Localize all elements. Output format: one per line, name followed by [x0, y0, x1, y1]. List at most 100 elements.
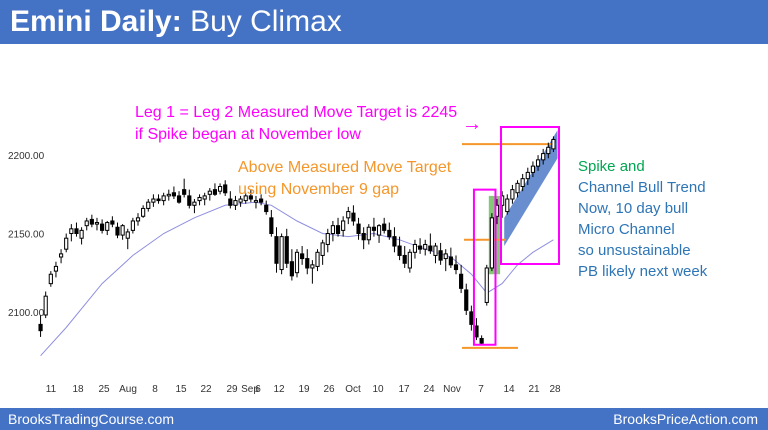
candle-bull: [510, 189, 515, 200]
candle-bear: [259, 198, 264, 203]
candle-bear: [392, 236, 397, 247]
y-tick-label: 2150.00: [8, 230, 45, 241]
footer-bar: BrooksTradingCourse.com BrooksPriceActio…: [0, 408, 768, 430]
candle-bull: [530, 165, 536, 173]
footer-left-link[interactable]: BrooksTradingCourse.com: [8, 411, 174, 427]
measured-move-note-line-2: if Spike began at November low: [135, 126, 361, 143]
candle-bull: [243, 195, 248, 202]
candle-bear: [38, 323, 43, 332]
candle-bull: [217, 185, 223, 192]
candle-bull: [294, 251, 300, 274]
candle-bull: [330, 225, 335, 235]
x-tick-label: 8: [152, 384, 158, 395]
candle-bull: [130, 220, 135, 231]
candle-bear: [351, 212, 356, 222]
x-tick-label: 19: [298, 384, 310, 395]
candle-bear: [110, 220, 115, 225]
above-target-note-line-1: Above Measured Move Target: [238, 159, 452, 176]
candle-bear: [300, 253, 305, 260]
candle-bear: [448, 256, 453, 266]
arrow-annotation: →: [462, 113, 482, 135]
candle-bull: [279, 236, 284, 271]
candle-bull: [120, 225, 125, 236]
candle-bull: [376, 225, 382, 236]
candle-bull: [407, 251, 412, 269]
x-tick-label: 6: [255, 384, 261, 395]
candle-bull: [207, 190, 212, 195]
candle-bull: [79, 229, 84, 239]
candle-bear: [356, 223, 361, 235]
candle-bear: [402, 254, 407, 264]
candle-bear: [269, 217, 274, 235]
trend-note-line-5: PB likely next week: [578, 263, 708, 280]
candle-bull: [320, 242, 325, 256]
y-tick-label: 2100.00: [8, 308, 45, 319]
candle-bull: [546, 146, 551, 155]
candle-bull: [161, 195, 166, 202]
trend-note-line-2: Now, 10 day bull: [578, 200, 689, 217]
candle-bear: [438, 250, 443, 261]
target-box: [500, 126, 560, 265]
candle-bull: [505, 198, 510, 213]
candle-bull: [551, 138, 556, 150]
candle-bear: [74, 228, 79, 235]
candle-bull: [412, 243, 418, 253]
candle-bear: [459, 273, 464, 289]
x-tick-label: Sep: [241, 384, 259, 395]
x-tick-label: 25: [98, 384, 110, 395]
x-tick-label: 15: [175, 384, 187, 395]
candle-bull: [233, 200, 238, 206]
candle-bear: [361, 233, 366, 241]
candle-bear: [176, 195, 182, 203]
candle-bear: [371, 226, 377, 231]
title-bold: Emini Daily:: [10, 5, 182, 38]
candle-bear: [289, 261, 294, 277]
footer-right-link[interactable]: BrooksPriceAction.com: [613, 411, 758, 427]
candle-bull: [151, 198, 156, 203]
candle-bear: [248, 195, 253, 200]
candle-bull: [94, 222, 100, 225]
candle-bull: [325, 233, 330, 245]
candle-bull: [253, 200, 259, 203]
candle-bear: [228, 198, 233, 206]
candle-bear: [479, 337, 484, 344]
candle-bull: [515, 182, 520, 194]
candle-bull: [525, 171, 530, 180]
x-tick-label: 26: [323, 384, 335, 395]
candle-bear: [212, 189, 218, 195]
candle-bull: [346, 211, 351, 219]
candle-bear: [397, 245, 402, 256]
candle-bull: [341, 220, 346, 231]
spike-note: Spike and: [578, 158, 645, 175]
chart-title: Emini Daily: Buy Climax: [10, 3, 342, 41]
candle-bear: [417, 245, 423, 250]
candle-bull: [520, 178, 525, 187]
spike-highlight: [488, 195, 501, 275]
spike-box: [472, 188, 497, 346]
candle-bull: [141, 207, 146, 217]
y-tick-label: 2200.00: [8, 151, 45, 162]
candle-bull: [43, 295, 48, 316]
x-tick-label: 22: [200, 384, 212, 395]
candle-bull: [58, 253, 64, 258]
x-tick-label: 14: [503, 384, 515, 395]
x-tick-label: Oct: [345, 384, 361, 395]
candle-bear: [274, 236, 279, 264]
x-tick-label: 28: [549, 384, 561, 395]
candle-bear: [264, 204, 269, 213]
candle-bear: [223, 184, 228, 194]
candle-bear: [453, 264, 459, 271]
x-tick-label: 29: [226, 384, 238, 395]
x-tick-label: 10: [372, 384, 384, 395]
trend-note-line-3: Micro Channel: [578, 221, 675, 238]
candle-bull: [53, 265, 59, 272]
candle-bear: [428, 245, 433, 252]
candle-bull: [84, 220, 89, 227]
x-tick-label: 21: [528, 384, 540, 395]
candle-bear: [171, 192, 177, 197]
candle-bull: [484, 267, 489, 303]
candle-bull: [64, 237, 69, 250]
candle-bull: [69, 228, 74, 235]
candle-bull: [310, 264, 315, 269]
candle-bear: [474, 325, 479, 338]
